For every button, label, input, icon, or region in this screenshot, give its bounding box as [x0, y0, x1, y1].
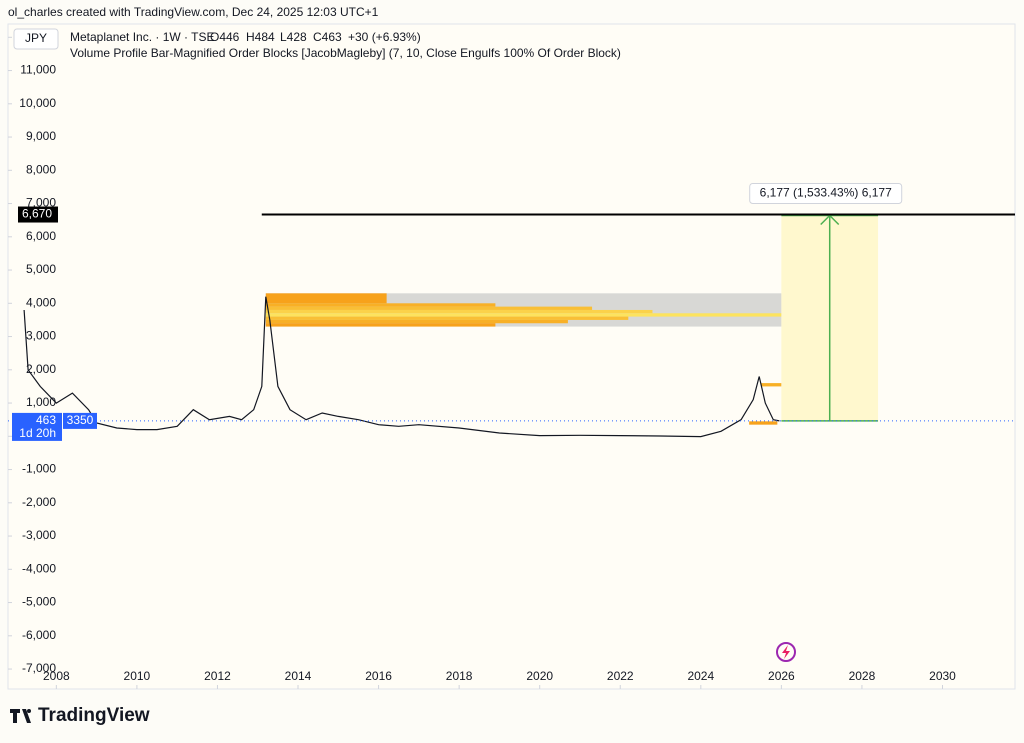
- x-tick-label: 2020: [526, 669, 553, 683]
- profile-bar: [761, 383, 782, 387]
- x-tick-label: 2014: [285, 669, 312, 683]
- ohlc-low: L428: [280, 30, 307, 44]
- x-tick-label: 2022: [607, 669, 634, 683]
- y-tick-label: 8,000: [26, 162, 56, 176]
- y-tick-label: 7,000: [26, 196, 56, 210]
- y-tick-label: 1,000: [26, 395, 56, 409]
- profile-bar: [265, 293, 387, 304]
- ohlc-high: H484: [246, 30, 275, 44]
- brand-logo[interactable]: [10, 709, 31, 723]
- alert-icon[interactable]: [776, 642, 796, 662]
- y-tick-label: 6,000: [26, 229, 56, 243]
- last-price-box: [12, 412, 62, 441]
- level-label: 6,670: [22, 207, 52, 221]
- measure-label: 6,177 (1,533.43%) 6,177: [760, 186, 892, 200]
- ohlc-open: O446: [210, 30, 240, 44]
- extra-label: 3350: [67, 413, 94, 427]
- extra-label-box: [63, 412, 97, 429]
- y-tick-label: 11,000: [20, 63, 56, 77]
- last-price-label: 463: [36, 413, 56, 427]
- currency: JPY: [25, 31, 47, 45]
- profile-bar: [265, 309, 653, 314]
- profile-bar: [265, 323, 496, 327]
- profile-bar: [749, 421, 778, 425]
- x-tick-label: 2024: [687, 669, 714, 683]
- y-tick-label: -3,000: [22, 528, 56, 542]
- price-line: [23, 296, 780, 438]
- y-tick-label: -2,000: [22, 495, 56, 509]
- x-tick-label: 2012: [204, 669, 231, 683]
- y-tick-label: 10,000: [19, 96, 56, 110]
- symbol-title: Metaplanet Inc. · 1W · TSE: [70, 30, 215, 44]
- profile-bar: [265, 313, 782, 317]
- y-tick-label: 3,000: [26, 329, 56, 343]
- y-tick-label: 9,000: [26, 129, 56, 143]
- x-tick-label: 2016: [365, 669, 392, 683]
- countdown: 1d 20h: [19, 426, 56, 440]
- header: ol_charles created with TradingView.com,…: [8, 5, 379, 19]
- x-tick-label: 2028: [849, 669, 876, 683]
- profile-bar: [265, 303, 496, 307]
- profile-bar: [265, 319, 568, 324]
- x-tick-label: 2026: [768, 669, 795, 683]
- profile-bar: [265, 306, 593, 310]
- indicator: Volume Profile Bar-Magnified Order Block…: [70, 46, 621, 60]
- measure-label-box: [749, 183, 903, 205]
- y-tick-label: -7,000: [22, 661, 56, 675]
- x-tick-label: 2030: [929, 669, 956, 683]
- x-tick-label: 2008: [43, 669, 70, 683]
- y-tick-label: -4,000: [22, 561, 56, 575]
- y-tick-label: -1,000: [22, 462, 56, 476]
- x-tick-label: 2010: [124, 669, 151, 683]
- y-tick-label: 4,000: [26, 295, 56, 309]
- y-tick-label: 2,000: [26, 362, 56, 376]
- change: +30 (+6.93%): [348, 30, 421, 44]
- ohlc-close: C463: [313, 30, 342, 44]
- y-tick-label: 5,000: [26, 262, 56, 276]
- y-tick-label: -6,000: [22, 628, 56, 642]
- x-tick-label: 2018: [446, 669, 473, 683]
- profile-bar: [265, 316, 629, 320]
- brand: TradingView: [38, 705, 150, 726]
- y-tick-label: -5,000: [22, 595, 56, 609]
- currency-box: [13, 28, 59, 50]
- level-label-box: [18, 206, 58, 223]
